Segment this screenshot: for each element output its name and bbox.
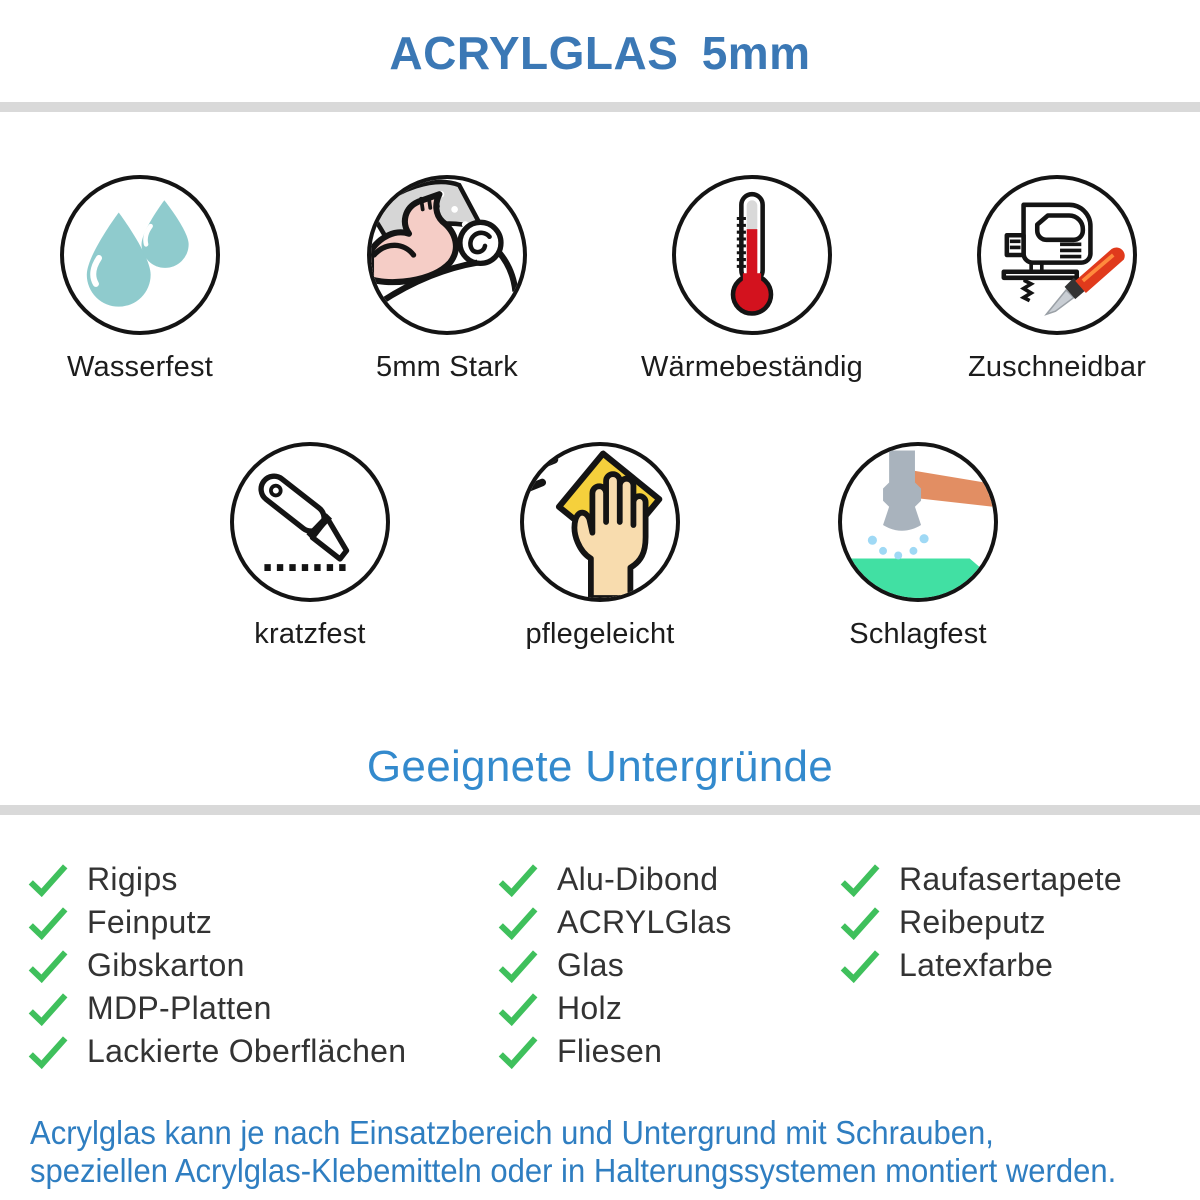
- surface-label: Reibeputz: [899, 904, 1046, 940]
- surface-label: Latexfarbe: [899, 947, 1054, 983]
- mounting-note-line2: speziellen Acrylglas-Klebemitteln oder i…: [30, 1152, 1117, 1189]
- feature-label-schlagfest: Schlagfest: [849, 618, 987, 650]
- utility-knife-icon: [230, 442, 390, 602]
- check-icon: [28, 1035, 68, 1069]
- list-item: Alu-Dibond: [498, 858, 732, 901]
- list-item: Reibeputz: [840, 901, 1122, 944]
- surfaces-column-2: Alu-Dibond ACRYLGlas Glas Holz Fliesen: [498, 858, 732, 1073]
- feature-waermebestaendig: Wärmebeständig: [632, 175, 872, 384]
- list-item: Rigips: [28, 858, 406, 901]
- check-icon: [498, 863, 538, 897]
- check-icon: [840, 949, 880, 983]
- section-title-untergruende: Geeignete Untergründe: [366, 742, 834, 791]
- surfaces-column-1: Rigips Feinputz Gibskarton MDP-Platten L…: [28, 858, 406, 1073]
- feature-5mm-stark: 5mm Stark: [327, 175, 567, 384]
- list-item: Raufasertapete: [840, 858, 1122, 901]
- check-icon: [28, 863, 68, 897]
- feature-label-zuschneidbar: Zuschneidbar: [967, 351, 1147, 383]
- water-drops-icon: [60, 175, 220, 335]
- thermometer-icon: [672, 175, 832, 335]
- wiping-hand-icon: [520, 442, 680, 602]
- list-item: ACRYLGlas: [498, 901, 732, 944]
- feature-wasserfest: Wasserfest: [20, 175, 260, 384]
- surface-label: Rigips: [87, 861, 178, 897]
- page-title: ACRYLGLAS 5mm: [389, 27, 811, 79]
- check-icon: [28, 992, 68, 1026]
- surface-label: Raufasertapete: [899, 861, 1123, 897]
- list-item: Latexfarbe: [840, 944, 1122, 987]
- surface-label: Gibskarton: [87, 947, 245, 983]
- surface-label: MDP-Platten: [87, 990, 272, 1026]
- check-icon: [498, 906, 538, 940]
- divider-bar-bottom: [0, 805, 1200, 815]
- feature-label-kratzfest: kratzfest: [254, 618, 366, 650]
- feature-schlagfest: Schlagfest: [798, 442, 1038, 651]
- list-item: Gibskarton: [28, 944, 406, 987]
- surface-label: ACRYLGlas: [557, 904, 732, 940]
- check-icon: [840, 863, 880, 897]
- list-item: Fliesen: [498, 1030, 732, 1073]
- feature-kratzfest: kratzfest: [190, 442, 430, 651]
- list-item: Feinputz: [28, 901, 406, 944]
- hammer-impact-icon: [838, 442, 998, 602]
- surfaces-column-3: Raufasertapete Reibeputz Latexfarbe: [840, 858, 1122, 987]
- feature-zuschneidbar: Zuschneidbar: [937, 175, 1177, 384]
- check-icon: [28, 949, 68, 983]
- feature-pflegeleicht: pflegeleicht: [480, 442, 720, 651]
- surface-label: Feinputz: [87, 904, 213, 940]
- check-icon: [498, 949, 538, 983]
- feature-label-wasserfest: Wasserfest: [67, 351, 213, 383]
- surface-label: Alu-Dibond: [557, 861, 719, 897]
- surface-label: Holz: [557, 990, 623, 1026]
- check-icon: [840, 906, 880, 940]
- feature-label-waermebestaendig: Wärmebeständig: [640, 351, 863, 383]
- surface-label: Fliesen: [557, 1033, 663, 1069]
- surface-label: Glas: [557, 947, 624, 983]
- check-icon: [498, 1035, 538, 1069]
- feature-label-5mm-stark: 5mm Stark: [376, 351, 518, 383]
- mounting-note-line1: Acrylglas kann je nach Einsatzbereich un…: [30, 1114, 994, 1151]
- list-item: Holz: [498, 987, 732, 1030]
- check-icon: [28, 906, 68, 940]
- surface-label: Lackierte Oberflächen: [87, 1033, 407, 1069]
- check-icon: [498, 992, 538, 1026]
- list-item: Lackierte Oberflächen: [28, 1030, 406, 1073]
- mounting-note: Acrylglas kann je nach Einsatzbereich un…: [30, 1114, 1116, 1190]
- flexed-bicep-roll-icon: [367, 175, 527, 335]
- feature-label-pflegeleicht: pflegeleicht: [525, 618, 675, 650]
- jigsaw-cutter-icon: [977, 175, 1137, 335]
- divider-bar-top: [0, 102, 1200, 112]
- list-item: MDP-Platten: [28, 987, 406, 1030]
- list-item: Glas: [498, 944, 732, 987]
